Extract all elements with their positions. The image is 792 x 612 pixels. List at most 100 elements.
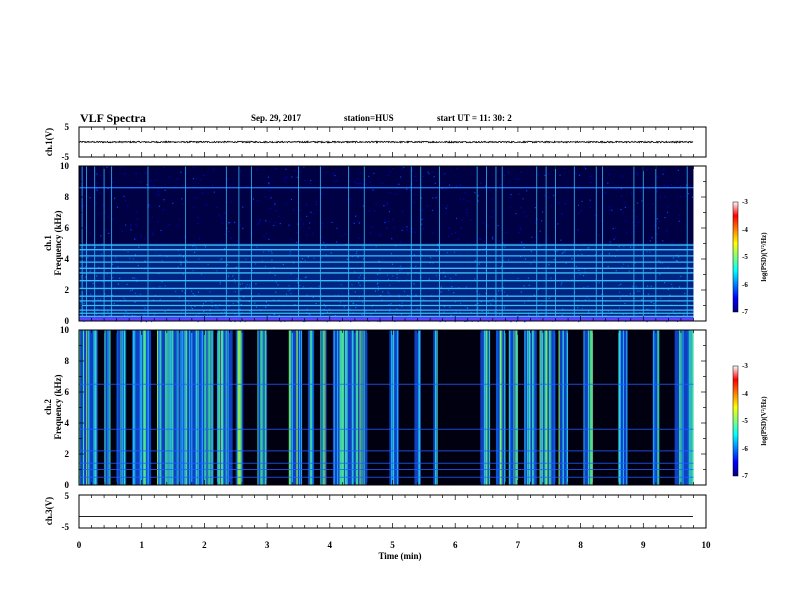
- psd-cell: [422, 175, 424, 177]
- psd-cell: [437, 245, 440, 247]
- psd-cell: [679, 214, 681, 217]
- psd-cell: [500, 290, 502, 292]
- psd-cell: [163, 199, 165, 201]
- psd-cell: [288, 285, 290, 287]
- psd-cell: [186, 260, 188, 262]
- psd-cell: [377, 282, 379, 284]
- psd-cell: [378, 233, 380, 235]
- psd-cell: [101, 243, 103, 245]
- psd-cell: [608, 209, 611, 211]
- psd-cell: [135, 210, 137, 212]
- psd-cell: [663, 184, 665, 187]
- psd-cell: [387, 174, 389, 176]
- psd-cell: [668, 313, 670, 316]
- psd-cell: [269, 221, 271, 223]
- psd-cell: [520, 228, 522, 230]
- psd-cell: [150, 206, 152, 208]
- psd-cell: [157, 221, 159, 223]
- psd-cell: [621, 195, 623, 197]
- psd-cell: [107, 187, 109, 190]
- psd-cell: [480, 182, 482, 184]
- psd-cell: [433, 176, 435, 178]
- psd-cell: [585, 168, 587, 170]
- psd-cell: [527, 277, 529, 279]
- psd-cell: [470, 219, 472, 221]
- psd-cell: [548, 264, 550, 266]
- psd-cell: [583, 166, 585, 168]
- psd-cell: [406, 188, 408, 190]
- psd-cell: [389, 311, 391, 313]
- psd-cell: [360, 188, 362, 190]
- x-tick-label: 7: [515, 540, 521, 550]
- psd-cell: [100, 298, 102, 300]
- psd-cell: [629, 293, 631, 295]
- psd-cell: [132, 258, 134, 260]
- psd-cell: [229, 185, 231, 187]
- psd-cell: [479, 238, 481, 240]
- psd-cell: [200, 273, 203, 275]
- psd-cell: [268, 238, 270, 240]
- psd-cell: [258, 222, 260, 224]
- psd-cell: [389, 192, 391, 194]
- psd-cell: [539, 230, 541, 232]
- psd-cell: [396, 277, 398, 279]
- psd-cell: [565, 262, 567, 264]
- psd-cell: [164, 311, 166, 313]
- psd-cell: [460, 227, 462, 229]
- psd-cell: [356, 215, 358, 217]
- psd-cell: [183, 235, 185, 237]
- psd-cell: [135, 237, 137, 239]
- psd-cell: [584, 299, 586, 301]
- psd-cell: [426, 205, 428, 207]
- psd-cell: [625, 232, 627, 234]
- psd-cell: [358, 182, 360, 184]
- psd-cell: [325, 171, 328, 173]
- psd-cell: [461, 219, 463, 221]
- psd-cell: [402, 227, 405, 229]
- psd-cell: [354, 271, 356, 273]
- psd-cell: [533, 240, 535, 243]
- psd-cell: [188, 302, 190, 304]
- psd-cell: [445, 212, 447, 214]
- psd-cell: [164, 285, 166, 287]
- psd-cell: [422, 218, 424, 220]
- psd-cell: [564, 203, 566, 205]
- psd-cell: [192, 167, 194, 169]
- psd-cell: [422, 228, 424, 230]
- psd-cell: [403, 290, 405, 293]
- psd-cell: [199, 179, 201, 181]
- psd-cell: [485, 292, 487, 294]
- psd-cell: [558, 202, 560, 204]
- psd-cell: [477, 200, 479, 202]
- psd-cell: [501, 266, 503, 268]
- psd-cell: [656, 191, 658, 193]
- psd-cell: [245, 258, 247, 260]
- psd-cell: [219, 304, 221, 306]
- psd-cell: [619, 297, 621, 299]
- psd-cell: [140, 235, 143, 237]
- psd-cell: [561, 212, 563, 215]
- psd-cell: [274, 221, 276, 223]
- psd-cell: [117, 266, 119, 268]
- psd-cell: [245, 286, 247, 288]
- psd-cell: [550, 277, 552, 279]
- psd-cell: [291, 190, 294, 193]
- x-axis-label: Time (min): [378, 551, 422, 561]
- psd-cell: [516, 314, 518, 316]
- psd-cell: [401, 305, 403, 307]
- psd-cell: [650, 285, 652, 287]
- psd-cell: [228, 275, 230, 277]
- psd-cell: [90, 268, 92, 270]
- psd-cell: [557, 223, 559, 225]
- psd-cell: [306, 294, 308, 296]
- psd-cell: [363, 183, 365, 185]
- psd-cell: [331, 221, 333, 223]
- psd-cell: [274, 274, 276, 276]
- psd-cell: [388, 292, 390, 294]
- psd-cell: [502, 242, 504, 244]
- psd-cell: [654, 225, 656, 227]
- psd-cell: [520, 291, 522, 293]
- psd-cell: [588, 310, 590, 312]
- x-axis-ticks: [78, 127, 707, 528]
- psd-cell: [113, 303, 115, 305]
